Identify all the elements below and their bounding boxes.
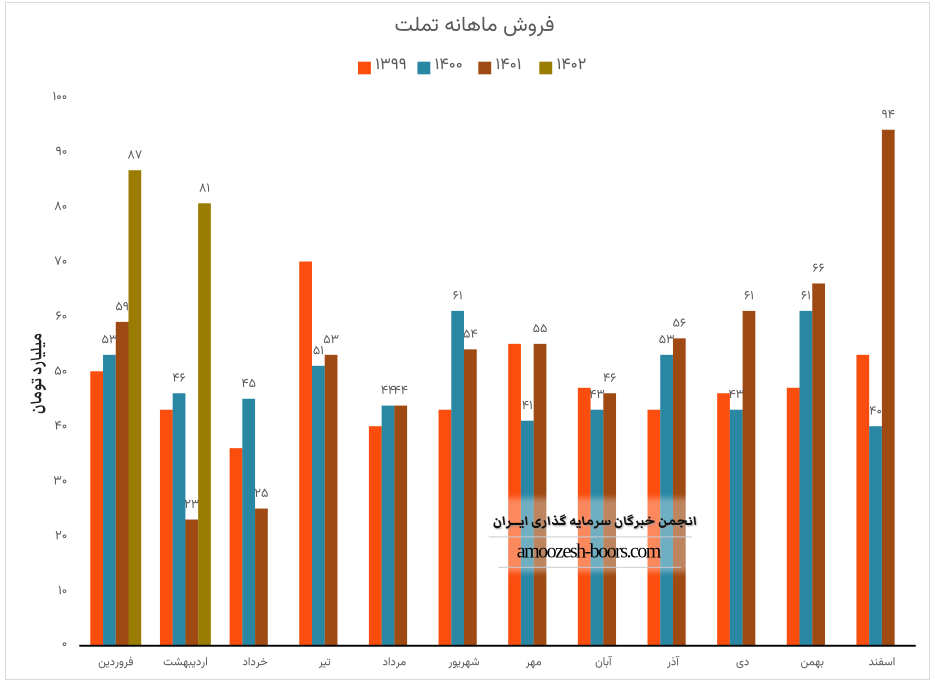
svg-text:amoozesh-boors.com: amoozesh-boors.com	[517, 541, 662, 563]
